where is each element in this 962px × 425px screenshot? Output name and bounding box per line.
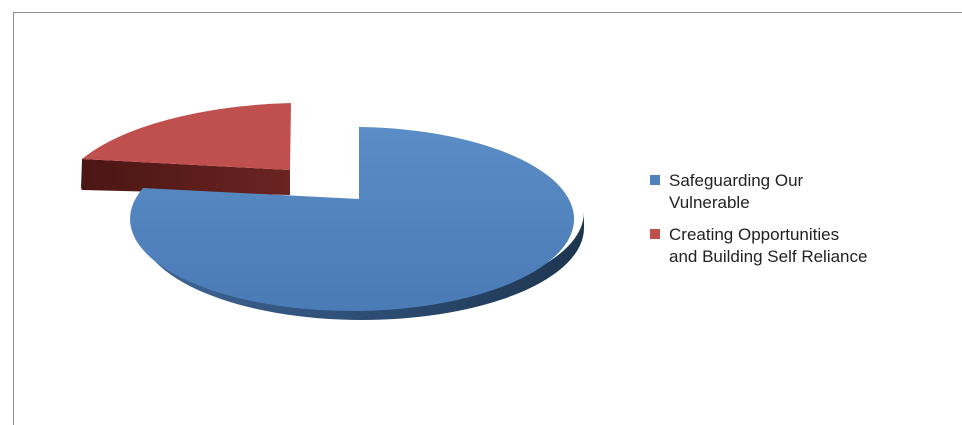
legend-item-safeguarding: Safeguarding Our Vulnerable (650, 170, 950, 214)
legend-swatch-red (650, 229, 660, 239)
slice-side-red (81, 160, 82, 191)
pie-slice-safeguarding (130, 127, 584, 320)
legend-label-creating-opportunities: Creating Opportunities and Building Self… (669, 225, 868, 266)
legend-swatch-blue (650, 175, 660, 185)
legend-item-creating-opportunities: Creating Opportunities and Building Self… (650, 224, 950, 268)
slice-depth-red (82, 159, 290, 195)
slice-top-blue (130, 127, 575, 311)
slice-top-red (82, 103, 291, 170)
pie-slice-creating-opportunities (81, 103, 291, 195)
legend: Safeguarding Our Vulnerable Creating Opp… (650, 170, 950, 278)
legend-label-safeguarding: Safeguarding Our Vulnerable (669, 171, 804, 212)
